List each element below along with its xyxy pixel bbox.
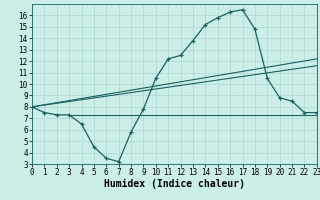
X-axis label: Humidex (Indice chaleur): Humidex (Indice chaleur) <box>104 179 245 189</box>
